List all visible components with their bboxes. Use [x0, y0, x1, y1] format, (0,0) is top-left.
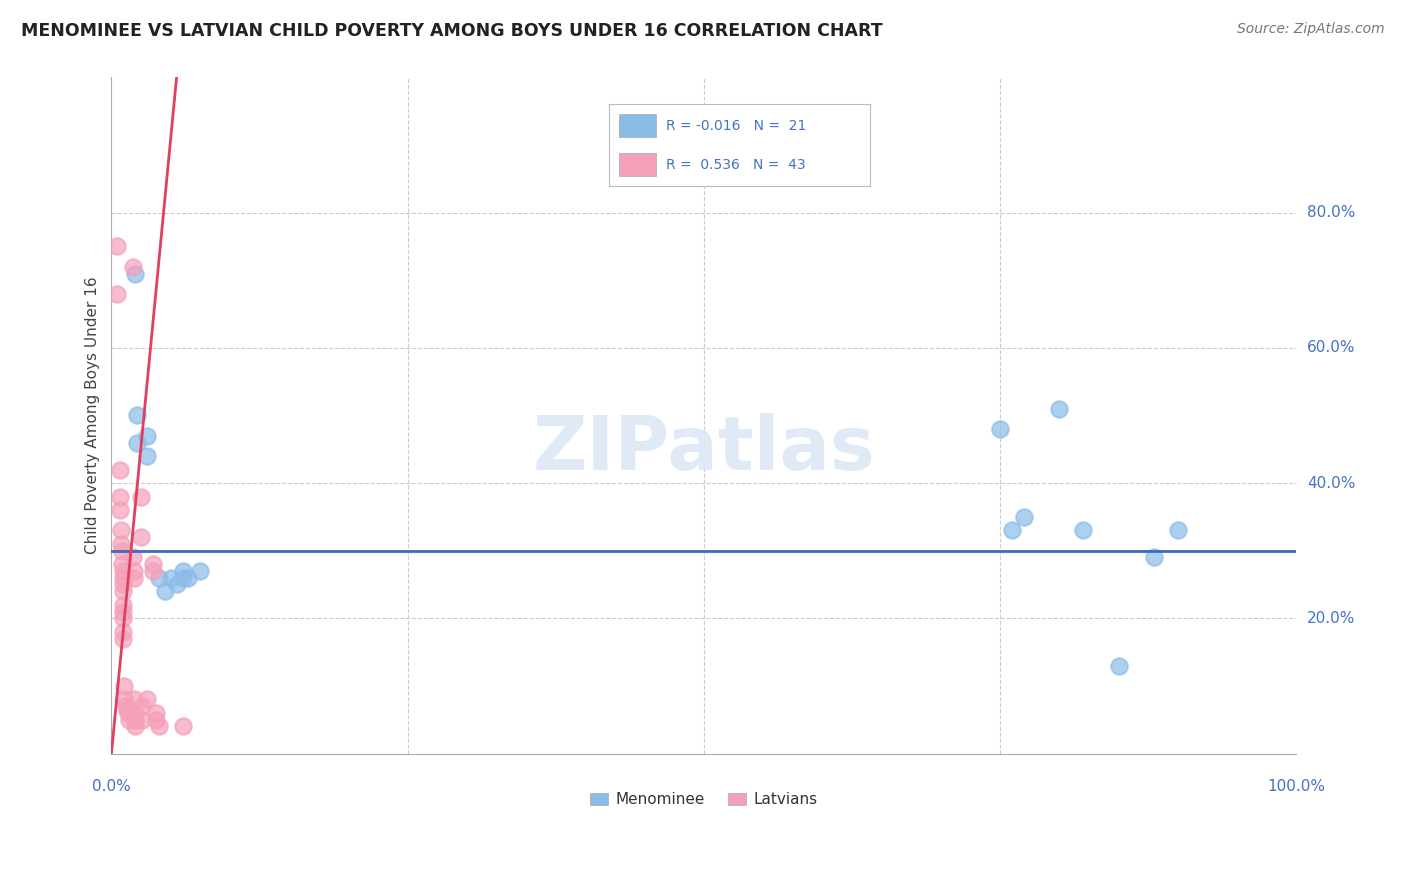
Point	[121, 260, 143, 274]
Point	[112, 564, 135, 578]
Point	[110, 537, 132, 551]
Text: 20.0%: 20.0%	[1308, 611, 1355, 626]
Point	[112, 598, 135, 612]
Point	[136, 429, 159, 443]
Point	[172, 564, 194, 578]
Point	[112, 584, 135, 599]
Point	[145, 713, 167, 727]
Point	[114, 679, 136, 693]
Legend: Menominee, Latvians: Menominee, Latvians	[583, 786, 824, 814]
Text: ZIPatlas: ZIPatlas	[533, 413, 875, 486]
Point	[1071, 524, 1094, 538]
Point	[110, 524, 132, 538]
Point	[118, 713, 141, 727]
Point	[111, 543, 134, 558]
Point	[142, 564, 165, 578]
Point	[988, 422, 1011, 436]
Point	[112, 632, 135, 646]
Point	[153, 584, 176, 599]
Text: 80.0%: 80.0%	[1308, 205, 1355, 220]
Y-axis label: Child Poverty Among Boys Under 16: Child Poverty Among Boys Under 16	[86, 277, 100, 554]
Point	[124, 713, 146, 727]
Point	[129, 490, 152, 504]
Point	[166, 577, 188, 591]
Point	[136, 692, 159, 706]
Point	[142, 558, 165, 572]
Point	[1108, 658, 1130, 673]
Point	[108, 503, 131, 517]
Text: MENOMINEE VS LATVIAN CHILD POVERTY AMONG BOYS UNDER 16 CORRELATION CHART: MENOMINEE VS LATVIAN CHILD POVERTY AMONG…	[21, 22, 883, 40]
Point	[105, 286, 128, 301]
Point	[177, 571, 200, 585]
Point	[112, 577, 135, 591]
Point	[114, 699, 136, 714]
Point	[1143, 550, 1166, 565]
Point	[117, 706, 139, 720]
Point	[127, 409, 149, 423]
Point	[159, 571, 181, 585]
Point	[108, 462, 131, 476]
Text: 100.0%: 100.0%	[1267, 779, 1326, 794]
Point	[122, 692, 145, 706]
Point	[112, 624, 135, 639]
Text: 60.0%: 60.0%	[1308, 341, 1355, 355]
Point	[129, 530, 152, 544]
Point	[105, 239, 128, 253]
Point	[188, 564, 211, 578]
Text: Source: ZipAtlas.com: Source: ZipAtlas.com	[1237, 22, 1385, 37]
Point	[127, 435, 149, 450]
Point	[122, 571, 145, 585]
Point	[1047, 401, 1070, 416]
Point	[148, 571, 170, 585]
Point	[111, 558, 134, 572]
Point	[108, 490, 131, 504]
Point	[114, 692, 136, 706]
Point	[112, 571, 135, 585]
Point	[1001, 524, 1024, 538]
Text: 0.0%: 0.0%	[91, 779, 131, 794]
Point	[124, 719, 146, 733]
Point	[124, 267, 146, 281]
Point	[136, 449, 159, 463]
Point	[145, 706, 167, 720]
Point	[124, 706, 146, 720]
Point	[112, 605, 135, 619]
Point	[172, 571, 194, 585]
Point	[1167, 524, 1189, 538]
Point	[115, 702, 138, 716]
Point	[121, 550, 143, 565]
Text: 40.0%: 40.0%	[1308, 475, 1355, 491]
Point	[148, 719, 170, 733]
Point	[122, 564, 145, 578]
Point	[131, 699, 153, 714]
Point	[112, 611, 135, 625]
Point	[172, 719, 194, 733]
Point	[131, 713, 153, 727]
Point	[1012, 509, 1035, 524]
